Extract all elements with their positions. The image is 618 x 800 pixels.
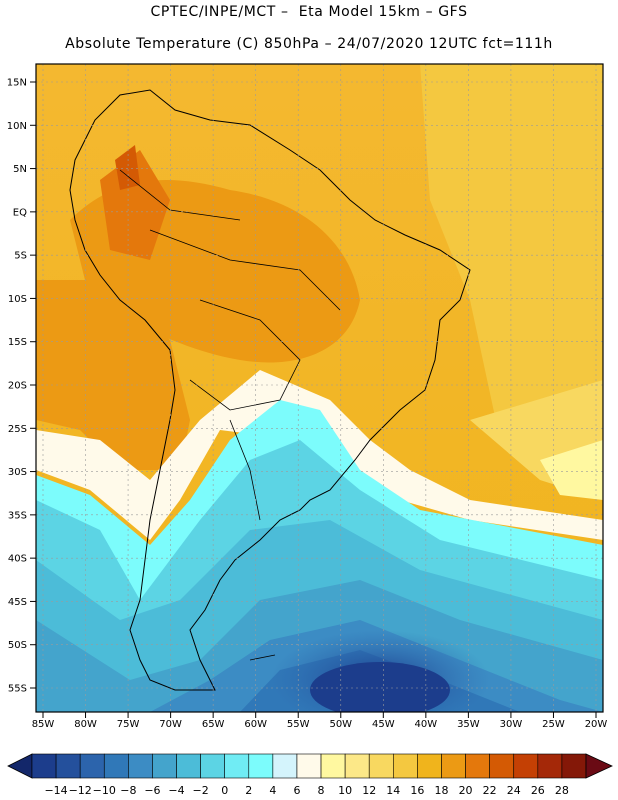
temperature-field: [36, 64, 603, 712]
colorbar-swatch: [176, 753, 201, 779]
lat-label: 15N: [7, 78, 27, 89]
lat-label: 10S: [8, 294, 27, 305]
lon-label: 45W: [372, 719, 395, 730]
longitude-labels: 85W 80W 75W 70W 65W 60W 55W 50W 45W 40W 35W 30W 25W 2…: [32, 712, 608, 730]
colorbar-label: −2: [192, 784, 208, 797]
colorbar-swatch: [224, 753, 250, 779]
lon-label: 60W: [244, 719, 267, 730]
colorbar-label: −4: [168, 784, 184, 797]
colorbar-label: 14: [386, 784, 400, 797]
lat-lon-grid: [36, 64, 603, 712]
colorbar-label: −8: [120, 784, 136, 797]
colorbar-label: 2: [245, 784, 252, 797]
lon-label: 35W: [457, 719, 480, 730]
lat-label: 30S: [8, 467, 27, 478]
colorbar-swatch: [152, 753, 177, 779]
colorbar-label: 16: [410, 784, 424, 797]
colorbar-under-arrow: [7, 753, 33, 779]
colorbar-label: 4: [269, 784, 276, 797]
colorbar-label: 10: [338, 784, 352, 797]
colorbar-label: 0: [221, 784, 228, 797]
lat-label: 40S: [8, 554, 27, 565]
latitude-labels: 15N 10N 5N EQ 5S 10S 15S 20S 25S 30S 35S 40S 45S 50S 5…: [7, 78, 36, 695]
colorbar-label: 24: [507, 784, 521, 797]
lon-label: 70W: [159, 719, 182, 730]
lon-label: 75W: [117, 719, 140, 730]
colorbar-swatch: [248, 753, 274, 779]
lat-label: 35S: [8, 510, 27, 521]
lon-label: 30W: [500, 719, 523, 730]
map-frame: [35, 63, 604, 713]
colorbar-label: −12: [69, 784, 92, 797]
colorbar-swatch: [79, 753, 105, 779]
colorbar-swatch: [368, 753, 394, 779]
title-line-1: CPTEC/INPE/MCT – Eta Model 15km – GFS: [150, 4, 468, 20]
colorbar-label: 28: [555, 784, 569, 797]
lon-label: 20W: [585, 719, 608, 730]
colorbar-label: −10: [93, 784, 116, 797]
lat-label: 25S: [8, 424, 27, 435]
lat-label: 55S: [8, 684, 27, 695]
colorbar-swatch: [465, 753, 490, 779]
lon-label: 65W: [202, 719, 225, 730]
colorbar-swatch: [441, 753, 466, 779]
colorbar-over-arrow: [585, 753, 613, 779]
colorbar-label: 6: [293, 784, 300, 797]
colorbar: −14 −12 −10 −8 −6 −4 −2 0 2 4 6 8 10 12 14 16 18 20 22 24 26…: [7, 753, 613, 797]
colorbar-swatch: [31, 753, 57, 779]
lon-label: 25W: [542, 719, 565, 730]
lon-label: 85W: [32, 719, 55, 730]
lat-label: 5S: [14, 251, 27, 262]
lat-label: 10N: [7, 121, 27, 132]
colorbar-label: 26: [531, 784, 545, 797]
colorbar-label: 22: [483, 784, 497, 797]
colorbar-label: 20: [459, 784, 473, 797]
coastlines: [69, 89, 471, 691]
colorbar-label: −14: [44, 784, 67, 797]
colorbar-swatch: [55, 753, 81, 779]
lat-label: EQ: [13, 207, 27, 218]
colorbar-swatch: [344, 753, 370, 779]
lon-label: 80W: [74, 719, 97, 730]
lat-label: 5N: [13, 164, 27, 175]
colorbar-swatch: [272, 753, 298, 779]
colorbar-label: 12: [362, 784, 376, 797]
colorbar-swatch: [393, 753, 418, 779]
colorbar-swatch: [417, 753, 442, 779]
lon-label: 55W: [287, 719, 310, 730]
colorbar-swatch: [103, 753, 129, 779]
colorbar-swatch: [561, 753, 587, 779]
colorbar-label: 18: [434, 784, 448, 797]
colorbar-swatch: [489, 753, 515, 779]
lat-label: 45S: [8, 597, 27, 608]
colorbar-swatch: [320, 753, 346, 779]
lon-label: 40W: [415, 719, 438, 730]
colorbar-swatch: [537, 753, 563, 779]
colorbar-swatch: [513, 753, 539, 779]
lon-label: 50W: [329, 719, 352, 730]
colorbar-label: −6: [144, 784, 160, 797]
colorbar-label: 8: [318, 784, 325, 797]
colorbar-swatch: [200, 753, 225, 779]
colorbar-swatch: [128, 753, 153, 779]
lat-label: 15S: [8, 337, 27, 348]
colorbar-swatch: [296, 753, 322, 779]
lat-label: 20S: [8, 381, 27, 392]
title-line-2: Absolute Temperature (C) 850hPa – 24/07/…: [65, 36, 553, 52]
lat-label: 50S: [8, 640, 27, 651]
